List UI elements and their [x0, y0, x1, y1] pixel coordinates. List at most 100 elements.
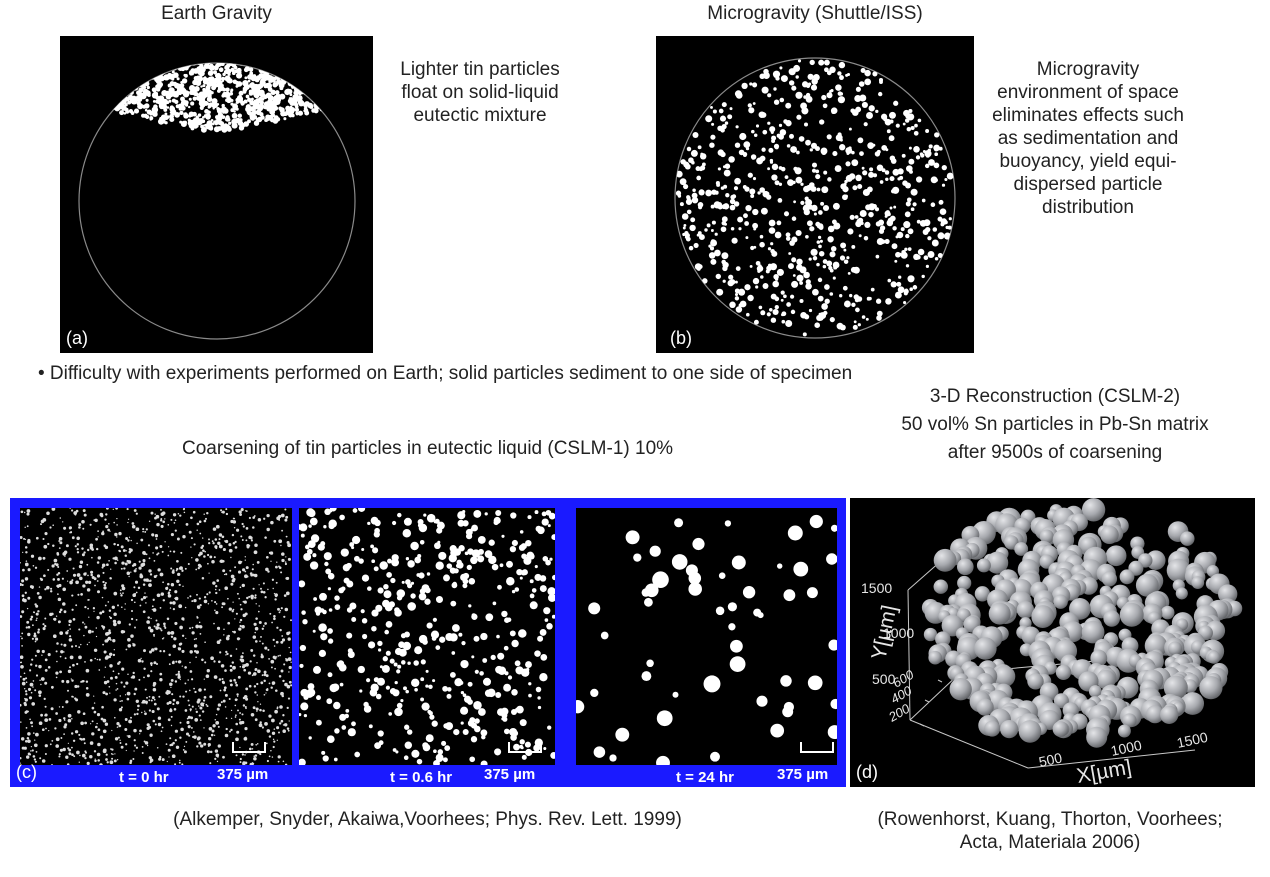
particle — [80, 738, 83, 741]
particle — [105, 758, 108, 761]
particle — [156, 593, 161, 598]
particle — [265, 688, 269, 692]
particle — [93, 695, 95, 697]
particle — [102, 729, 107, 734]
particle — [229, 730, 231, 733]
particle — [105, 640, 109, 643]
particle — [125, 57, 130, 62]
particle — [34, 654, 37, 657]
x-axis-label: X[µm] — [1075, 756, 1133, 787]
particle — [372, 547, 379, 554]
particle — [239, 603, 242, 606]
particle — [484, 550, 493, 558]
particle — [160, 63, 163, 65]
particle — [211, 55, 216, 60]
particle — [20, 536, 23, 539]
particle — [140, 538, 144, 542]
particle — [256, 63, 260, 68]
particle — [193, 638, 196, 641]
grain — [993, 665, 1016, 688]
particle — [121, 561, 125, 565]
particle — [312, 68, 317, 74]
particle — [805, 283, 812, 290]
particle — [165, 743, 168, 745]
particle — [125, 65, 128, 69]
particle — [68, 526, 72, 530]
particle — [388, 712, 393, 716]
particle — [260, 63, 266, 65]
particle — [206, 750, 210, 754]
particle — [327, 103, 332, 108]
particle — [411, 749, 420, 758]
particle — [90, 63, 97, 65]
particle — [852, 324, 858, 330]
particle — [721, 252, 729, 260]
particle — [103, 57, 106, 60]
particle — [229, 664, 233, 668]
particle — [545, 509, 552, 516]
particle — [325, 73, 332, 80]
particle — [129, 69, 134, 74]
particle — [734, 296, 740, 301]
particle — [154, 723, 157, 726]
particle — [296, 70, 302, 76]
particle — [68, 619, 72, 624]
particle — [269, 63, 274, 66]
particle — [735, 306, 743, 313]
particle — [889, 119, 894, 124]
particle — [243, 736, 248, 741]
particle — [147, 616, 150, 619]
particle — [35, 637, 39, 641]
particle — [519, 744, 524, 749]
particle — [593, 746, 606, 758]
particle — [282, 760, 285, 763]
particle — [230, 728, 233, 732]
particle — [45, 727, 47, 730]
particle — [818, 59, 825, 66]
particle — [159, 649, 162, 653]
particle — [534, 650, 541, 657]
particle — [149, 650, 152, 654]
particle — [468, 604, 472, 608]
particle — [268, 714, 272, 718]
particle — [908, 158, 915, 165]
particle — [320, 101, 323, 105]
particle — [159, 105, 164, 110]
particle — [211, 560, 215, 564]
grain — [1181, 692, 1205, 715]
particle — [232, 601, 234, 603]
particle — [238, 90, 244, 96]
particle — [176, 63, 180, 66]
particle — [819, 312, 827, 320]
particle — [237, 113, 242, 118]
particle — [770, 242, 774, 246]
particle — [900, 251, 908, 259]
particle — [791, 259, 795, 263]
particle — [494, 748, 502, 756]
particle — [109, 577, 112, 580]
particle — [76, 662, 79, 666]
particle — [174, 739, 177, 742]
particle — [34, 739, 36, 741]
particle — [128, 575, 130, 578]
particle — [276, 97, 282, 103]
particle — [117, 672, 120, 675]
particle — [200, 744, 204, 748]
particle — [88, 616, 90, 618]
particle — [158, 695, 161, 698]
particle — [110, 568, 112, 570]
particle — [167, 63, 174, 66]
particle — [783, 211, 790, 217]
particle — [403, 755, 409, 761]
particle — [125, 681, 129, 685]
particle — [243, 694, 248, 699]
particle — [247, 119, 251, 124]
particle — [872, 71, 878, 77]
particle — [766, 312, 771, 317]
particle — [120, 681, 123, 684]
particle — [699, 153, 707, 160]
particle — [108, 76, 112, 80]
particle — [503, 645, 509, 651]
particle — [826, 260, 833, 267]
particle — [93, 99, 96, 103]
